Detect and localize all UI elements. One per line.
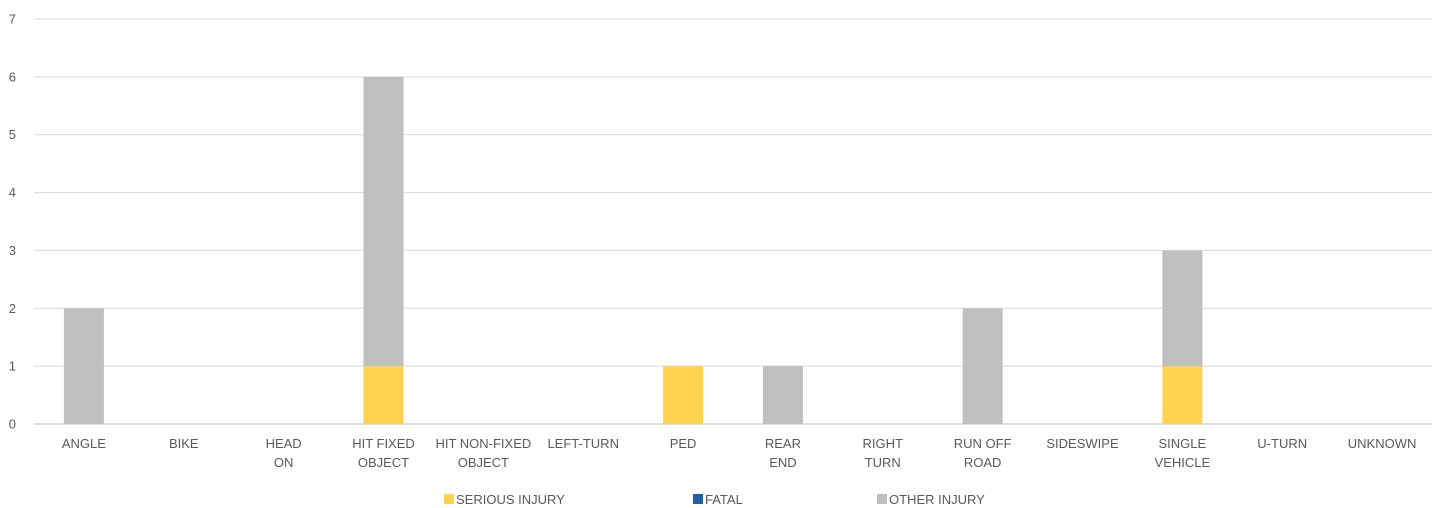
bar-other-injury — [363, 76, 404, 367]
x-tick-label: U-TURN — [1257, 436, 1307, 451]
x-tick-label: UNKNOWN — [1348, 436, 1417, 451]
y-tick-label: 2 — [9, 301, 16, 316]
bars — [63, 76, 1203, 424]
y-axis: 0 1 2 3 4 5 6 7 — [9, 12, 16, 432]
x-tick-label: HEAD ON — [266, 436, 302, 470]
y-tick-label: 4 — [9, 185, 16, 200]
x-tick-label: HIT NON-FIXED OBJECT — [435, 436, 531, 470]
x-tick-label: BIKE — [169, 436, 199, 451]
legend-swatch — [693, 494, 703, 504]
legend-label: SERIOUS INJURY — [456, 492, 565, 507]
bar-serious-injury — [1162, 366, 1203, 424]
x-tick-label: PED — [670, 436, 697, 451]
y-tick-label: 7 — [9, 12, 16, 27]
x-tick-label: RUN OFF ROAD — [954, 436, 1012, 470]
gridlines — [34, 18, 1432, 425]
legend-swatch — [444, 494, 454, 504]
y-tick-label: 1 — [9, 359, 16, 374]
bar-other-injury — [63, 308, 104, 424]
x-tick-label: REAR END — [765, 436, 801, 470]
x-tick-label: SINGLE VEHICLE — [1155, 436, 1211, 470]
x-tick-label: HIT FIXED OBJECT — [352, 436, 415, 470]
legend-swatch — [877, 494, 887, 504]
x-tick-label: ANGLE — [62, 436, 106, 451]
legend: SERIOUS INJURY FATAL OTHER INJURY — [444, 492, 985, 507]
y-tick-label: 5 — [9, 127, 16, 142]
x-tick-label: RIGHT TURN — [863, 436, 904, 470]
bar-other-injury — [962, 308, 1003, 424]
y-tick-label: 0 — [9, 417, 16, 432]
bar-serious-injury — [363, 366, 404, 424]
bar-other-injury — [762, 366, 803, 424]
bar-other-injury — [1162, 250, 1203, 367]
y-tick-label: 3 — [9, 243, 16, 258]
legend-label: OTHER INJURY — [889, 492, 985, 507]
y-tick-label: 6 — [9, 69, 16, 84]
legend-label: FATAL — [705, 492, 743, 507]
x-axis: ANGLE BIKE HEAD ON HIT FIXED OBJECT HIT NON-FI… — [62, 436, 1416, 470]
x-tick-label: LEFT-TURN — [547, 436, 619, 451]
x-tick-label: SIDESWIPE — [1046, 436, 1119, 451]
bar-serious-injury — [663, 366, 704, 424]
